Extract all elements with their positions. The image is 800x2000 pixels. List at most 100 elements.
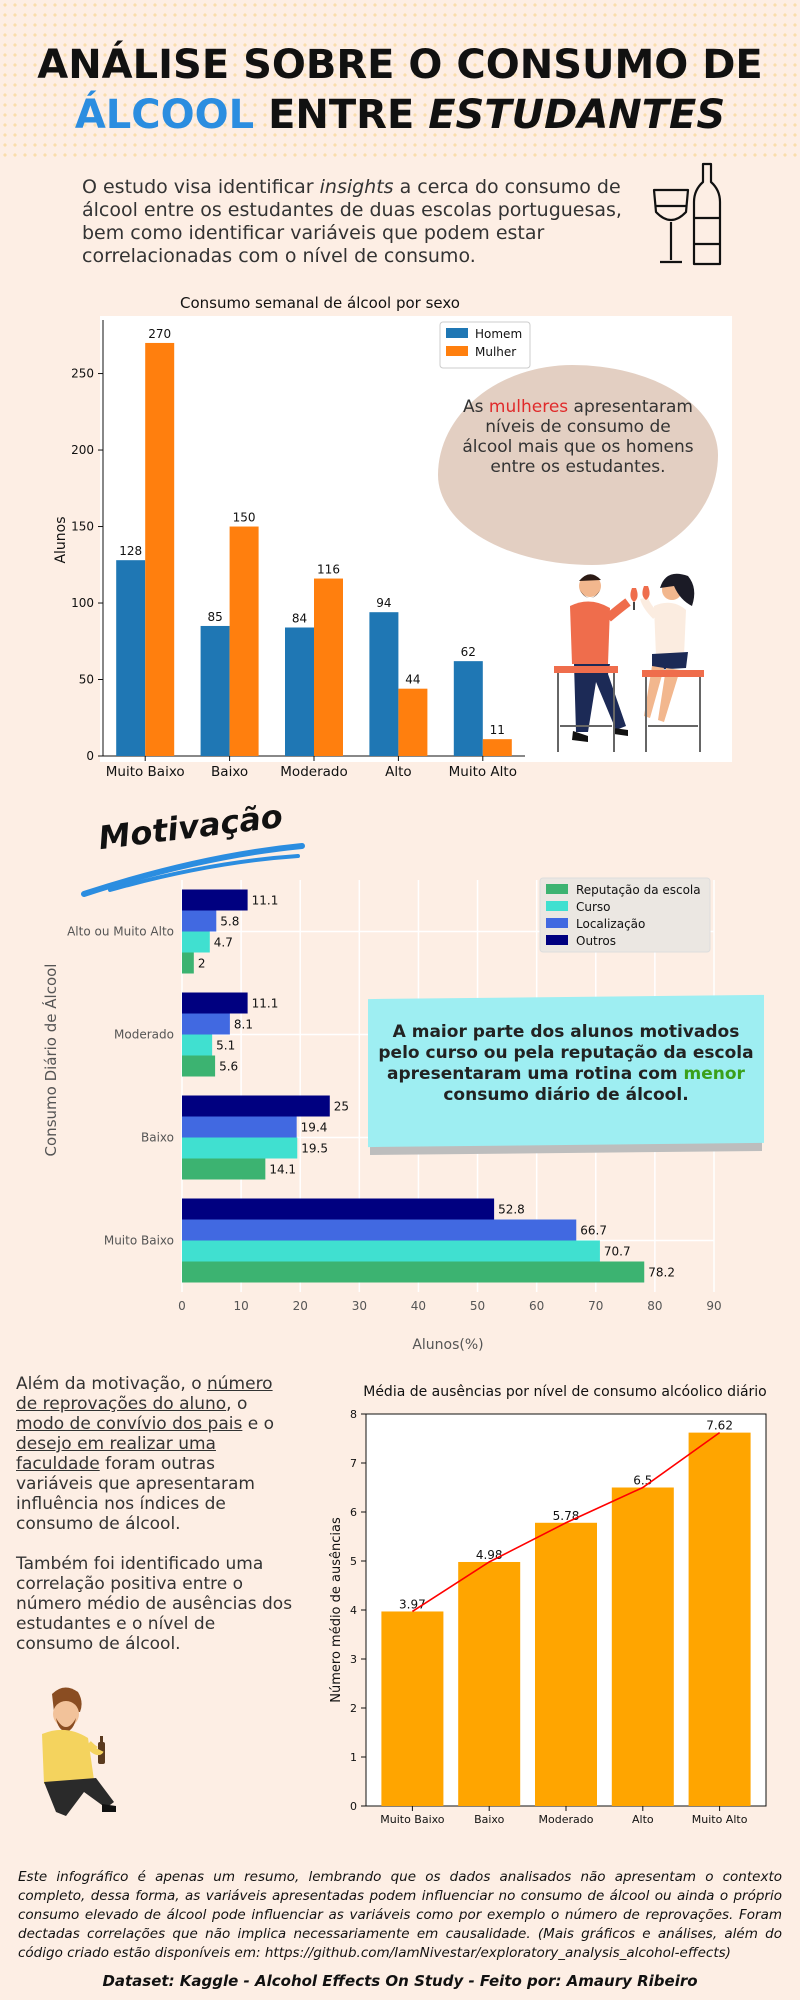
student-drinking-illustration: [42, 1687, 116, 1816]
side-p1-u2: modo de convívio dos pais: [16, 1414, 243, 1434]
chart1-ytick-label: 100: [71, 596, 94, 610]
chart2-bar: [182, 1013, 230, 1035]
chart2-xtick-label: 60: [529, 1299, 544, 1313]
bubble-highlight: mulheres: [488, 397, 569, 417]
chart3-data-label: 6.5: [633, 1474, 652, 1488]
chart1-data-label: 84: [292, 611, 307, 625]
chart3-xtick-label: Baixo: [474, 1813, 505, 1826]
chart-absences-by-consumption: Média de ausências por nível de consumo …: [329, 1384, 767, 1826]
title-entre: ENTRE: [268, 92, 415, 138]
chart2-data-label: 8.1: [234, 1018, 253, 1032]
chart2-legend-swatch: [546, 935, 568, 945]
chart1-ytick-label: 150: [71, 520, 94, 534]
chart1-data-label: 128: [119, 544, 142, 558]
chart2-bar: [182, 889, 248, 911]
chart2-xtick-label: 80: [647, 1299, 662, 1313]
side-p1-u1: número de reprovações do aluno: [16, 1374, 273, 1414]
chart1-bar-mulher: [398, 688, 428, 756]
chart3-data-label: 3.97: [399, 1597, 426, 1611]
chart2-legend-label: Outros: [576, 934, 616, 948]
chart1-bar-homem: [200, 625, 230, 756]
chart2-bar: [182, 931, 210, 953]
chart2-xtick-label: 30: [352, 1299, 367, 1313]
chart3-ytick-label: 7: [350, 1457, 357, 1470]
chart2-data-label: 5.8: [220, 915, 239, 929]
chart2-xtick-label: 70: [588, 1299, 603, 1313]
chart3-bar: [535, 1522, 597, 1806]
chart2-legend-label: Localização: [576, 917, 645, 931]
chart2-bar: [182, 1034, 213, 1056]
chart2-data-label: 11.1: [252, 997, 279, 1011]
chart2-bar: [182, 1095, 330, 1117]
chart3-ytick-label: 4: [350, 1604, 357, 1617]
chart2-data-label: 52.8: [498, 1203, 525, 1217]
intro-paragraph: O estudo visa identificar insights a cer…: [82, 176, 622, 268]
chart3-ytick-label: 3: [350, 1653, 357, 1666]
chart3-ytick-label: 5: [350, 1555, 357, 1568]
side-p1-a: Além da motivação, o: [16, 1374, 207, 1394]
chart2-data-label: 66.7: [580, 1224, 607, 1238]
callout-text-before: A maior parte dos alunos motivados pelo …: [378, 1022, 754, 1084]
chart2-data-label: 78.2: [648, 1266, 675, 1280]
bubble-text-before: As: [463, 397, 489, 417]
chart2-data-label: 11.1: [252, 894, 279, 908]
chart1-bar-homem: [116, 560, 146, 756]
footnote: Este infográfico é apenas um resumo, lem…: [18, 1869, 782, 1961]
chart2-legend-box: [539, 877, 711, 953]
chart2-data-label: 4.7: [214, 936, 233, 950]
chart1-title: Consumo semanal de álcool por sexo: [180, 294, 460, 312]
chart1-legend-label: Homem: [475, 327, 522, 341]
chart3-bar: [458, 1561, 521, 1806]
chart2-bar: [182, 1198, 495, 1220]
chart1-ytick-label: 250: [71, 367, 94, 381]
chart2-legend-swatch: [546, 884, 568, 894]
title-line-1: ANÁLISE SOBRE O CONSUMO DE: [37, 42, 763, 88]
chart3-xtick-label: Muito Baixo: [380, 1813, 445, 1826]
chart2-bar: [182, 1219, 577, 1241]
chart2-data-label: 19.4: [301, 1121, 328, 1135]
chart2-ylabel: Consumo Diário de Álcool: [41, 964, 60, 1157]
chart1-xtick-label: Muito Baixo: [106, 764, 185, 780]
chart1-bar-mulher: [482, 739, 512, 756]
chart1-ytick-label: 200: [71, 443, 94, 457]
chart3-bar: [611, 1487, 674, 1806]
chart1-data-label: 150: [233, 511, 256, 525]
bubble-text: As mulheres apresentaram níveis de consu…: [462, 397, 694, 477]
chart2-xtick-label: 50: [470, 1299, 485, 1313]
chart2-legend-label: Curso: [576, 900, 611, 914]
chart1-data-label: 94: [376, 596, 391, 610]
chart1-data-label: 44: [405, 673, 420, 687]
title-line-2: ÁLCOOL ENTRE ESTUDANTES: [0, 90, 800, 140]
chart3-ytick-label: 1: [350, 1751, 357, 1764]
chart1-ylabel: Alunos: [53, 516, 69, 563]
chart3-ytick-label: 6: [350, 1506, 357, 1519]
chart2-legend-swatch: [546, 918, 568, 928]
chart2-ytick-label: Baixo: [141, 1131, 174, 1145]
chart3-ytick-label: 8: [350, 1408, 357, 1421]
chart1-bar-homem: [369, 612, 399, 756]
chart1-ytick-label: 50: [79, 673, 94, 687]
chart1-bar-mulher: [145, 342, 175, 756]
chart2-bar: [182, 1116, 297, 1138]
chart1-ytick-label: 0: [86, 749, 94, 763]
chart3-trend-line: [411, 1431, 721, 1613]
chart1-legend-swatch: [446, 346, 468, 356]
callout-text-after: consumo diário de álcool.: [443, 1085, 689, 1105]
chart1-data-label: 116: [317, 563, 340, 577]
bubble-text-after: apresentaram níveis de consumo de álcool…: [462, 397, 694, 477]
chart3-data-label: 4.98: [476, 1548, 503, 1562]
callout-highlight: menor: [683, 1064, 745, 1084]
chart2-bar: [182, 1261, 645, 1283]
callout-text: A maior parte dos alunos motivados pelo …: [378, 1022, 754, 1106]
chart2-bar: [182, 910, 217, 932]
chart1-data-label: 85: [207, 610, 222, 624]
chart1-xtick-label: Muito Alto: [449, 764, 517, 780]
chart2-xlabel: Alunos(%): [412, 1337, 483, 1353]
chart3-ylabel: Número médio de ausências: [329, 1517, 344, 1703]
chart2-xtick-label: 90: [706, 1299, 721, 1313]
chart2-xtick-label: 20: [293, 1299, 308, 1313]
chart-weekly-consumption-by-sex: Consumo semanal de álcool por sexo Aluno…: [53, 294, 531, 780]
chart3-xtick-label: Moderado: [539, 1813, 594, 1826]
couple-drinking-illustration: [554, 573, 704, 752]
chart2-xtick-label: 0: [178, 1299, 186, 1313]
